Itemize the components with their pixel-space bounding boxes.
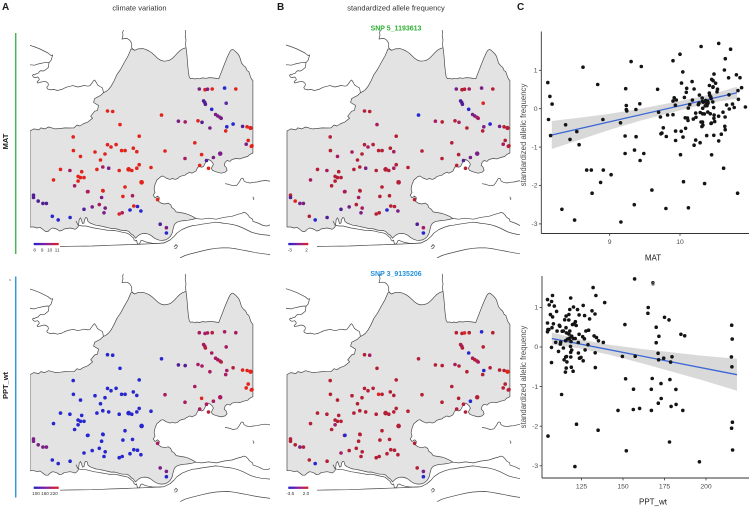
svg-text:160: 160: [41, 491, 49, 496]
svg-text:climate variation: climate variation: [112, 4, 166, 13]
svg-text:MAT: MAT: [1, 133, 10, 149]
svg-text:-2: -2: [532, 423, 538, 430]
svg-text:100: 100: [32, 491, 40, 496]
svg-text:0: 0: [534, 106, 538, 113]
svg-text:-3: -3: [288, 247, 293, 252]
svg-text:11: 11: [55, 247, 60, 252]
svg-text:8: 8: [33, 247, 36, 252]
svg-text:10: 10: [47, 247, 53, 252]
svg-text:PPT_wt: PPT_wt: [1, 371, 10, 399]
svg-text:10: 10: [676, 239, 684, 246]
svg-text:1: 1: [534, 305, 538, 312]
svg-text:standardized allelic frequency: standardized allelic frequency: [519, 84, 528, 187]
svg-text:9: 9: [41, 247, 44, 252]
svg-text:SNP 5_1193613: SNP 5_1193613: [371, 26, 422, 33]
svg-text:-1: -1: [531, 144, 537, 151]
svg-text:0: 0: [534, 344, 538, 351]
svg-text:200: 200: [700, 484, 712, 491]
svg-text:125: 125: [576, 484, 588, 491]
svg-text:2: 2: [305, 247, 308, 252]
svg-text:2.0: 2.0: [303, 491, 310, 496]
svg-text:1: 1: [534, 68, 538, 75]
svg-text:-2: -2: [531, 183, 537, 190]
svg-text:-3: -3: [531, 221, 537, 228]
svg-text:PPT_wt: PPT_wt: [639, 498, 668, 507]
svg-text:150: 150: [617, 484, 629, 491]
svg-text:B: B: [277, 2, 284, 13]
svg-text:-1: -1: [532, 384, 538, 391]
svg-text:standardized allelic frequency: standardized allelic frequency: [519, 326, 528, 429]
svg-text:C: C: [517, 2, 524, 13]
svg-text:220: 220: [50, 491, 58, 496]
svg-text:9: 9: [608, 239, 612, 246]
svg-text:175: 175: [659, 484, 671, 491]
svg-text:A: A: [2, 2, 9, 13]
svg-text:standardized allele frequency: standardized allele frequency: [347, 4, 445, 13]
svg-text:MAT: MAT: [645, 254, 661, 263]
svg-text:SNP 3_9135206: SNP 3_9135206: [370, 271, 421, 278]
svg-text:s: s: [9, 277, 11, 282]
svg-text:-3.5: -3.5: [286, 491, 294, 496]
svg-text:-3: -3: [532, 463, 538, 470]
